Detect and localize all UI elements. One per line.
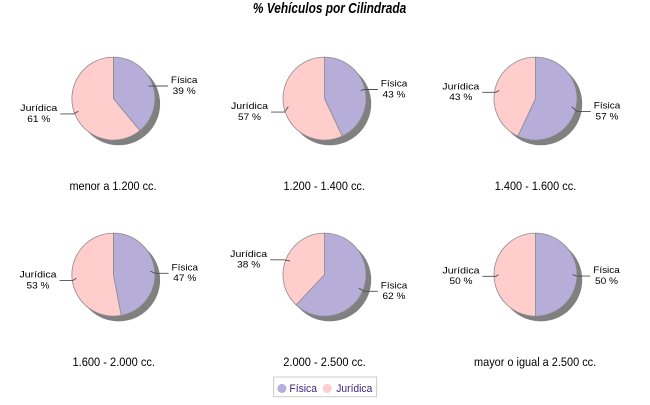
svg-text:Física: Física bbox=[172, 262, 199, 272]
svg-text:43 %: 43 % bbox=[449, 92, 472, 102]
svg-text:39 %: 39 % bbox=[173, 86, 196, 96]
svg-text:mayor o igual a 2.500 cc.: mayor o igual a 2.500 cc. bbox=[474, 355, 596, 369]
svg-text:47 %: 47 % bbox=[173, 273, 196, 283]
svg-text:38 %: 38 % bbox=[237, 260, 260, 270]
svg-text:50 %: 50 % bbox=[595, 276, 618, 286]
svg-text:Física: Física bbox=[171, 75, 198, 85]
svg-text:Jurídica: Jurídica bbox=[443, 265, 481, 275]
svg-text:1.400 - 1.600 cc.: 1.400 - 1.600 cc. bbox=[495, 179, 577, 193]
svg-text:Jurídica: Jurídica bbox=[20, 103, 58, 113]
svg-text:Jurídica: Jurídica bbox=[336, 383, 373, 395]
svg-text:Jurídica: Jurídica bbox=[442, 81, 480, 91]
svg-text:menor a 1.200 cc.: menor a 1.200 cc. bbox=[70, 179, 157, 193]
svg-text:1.200 - 1.400 cc.: 1.200 - 1.400 cc. bbox=[283, 179, 365, 193]
svg-text:1.600 - 2.000 cc.: 1.600 - 2.000 cc. bbox=[73, 355, 156, 369]
svg-text:43 %: 43 % bbox=[383, 89, 406, 99]
svg-text:Jurídica: Jurídica bbox=[20, 270, 58, 280]
svg-text:57 %: 57 % bbox=[596, 111, 619, 121]
svg-text:Jurídica: Jurídica bbox=[231, 101, 269, 111]
svg-text:Física: Física bbox=[594, 101, 621, 111]
svg-text:62 %: 62 % bbox=[383, 291, 406, 301]
svg-text:50 %: 50 % bbox=[450, 276, 473, 286]
svg-text:Física: Física bbox=[289, 383, 317, 395]
svg-text:53 %: 53 % bbox=[27, 280, 50, 290]
svg-text:% Vehículos por Cilindrada: % Vehículos por Cilindrada bbox=[253, 0, 406, 17]
svg-text:Jurídica: Jurídica bbox=[230, 249, 268, 259]
svg-text:Física: Física bbox=[381, 79, 408, 89]
svg-text:61 %: 61 % bbox=[27, 114, 50, 124]
svg-text:Física: Física bbox=[381, 280, 408, 290]
svg-text:2.000 - 2.500 cc.: 2.000 - 2.500 cc. bbox=[283, 355, 366, 369]
svg-text:57 %: 57 % bbox=[238, 112, 261, 122]
svg-text:Física: Física bbox=[593, 265, 620, 275]
